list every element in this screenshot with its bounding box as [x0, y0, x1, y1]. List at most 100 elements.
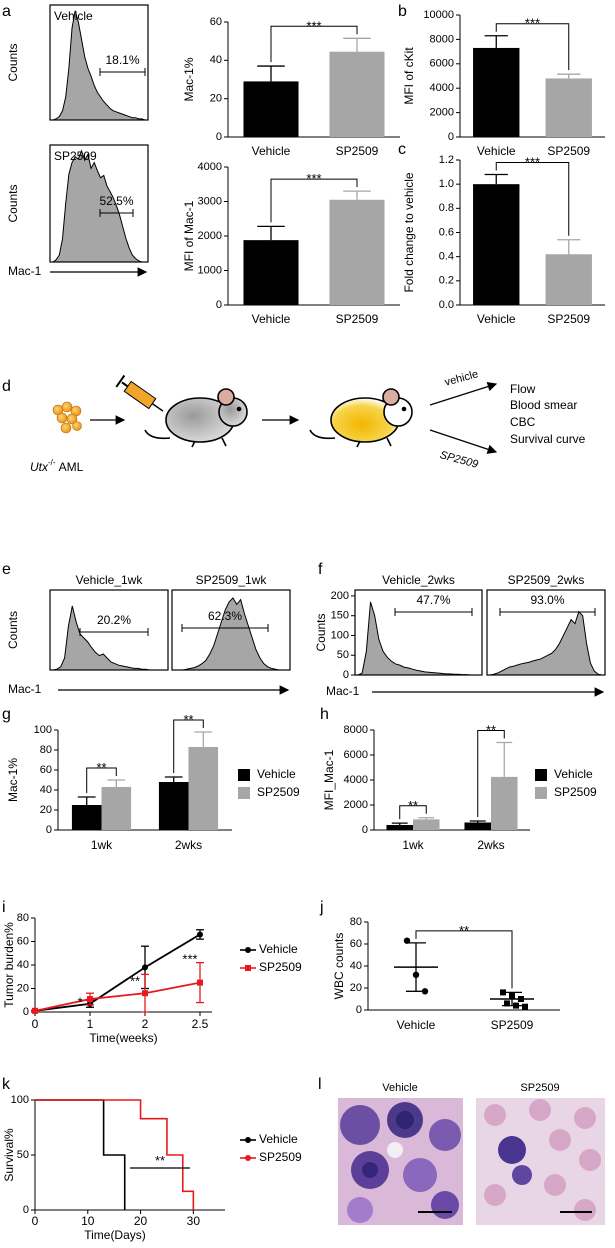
significance-bracket: [415, 930, 513, 989]
y-tick-label: 60: [210, 16, 222, 28]
y-tick-label: 0: [362, 824, 368, 836]
marker: [197, 979, 203, 986]
bar: [71, 805, 102, 830]
legend-swatch: [535, 769, 547, 781]
plot-frame: [49, 4, 149, 121]
legend-label: Vehicle: [554, 767, 593, 781]
panel-label: j: [319, 899, 324, 916]
legend-marker: [245, 947, 251, 953]
y-tick-label: 8000: [344, 724, 368, 736]
histogram: [175, 597, 287, 671]
panel-label: e: [2, 561, 11, 578]
point: [522, 1003, 528, 1010]
y-tick-label: 50: [17, 1149, 29, 1161]
y-axis-label: Fold change to vehicle: [402, 172, 416, 292]
x-tick-label: SP2509: [491, 1018, 534, 1032]
y-tick-label: 6000: [430, 58, 454, 70]
y-tick-label: 0.6: [439, 226, 454, 238]
readout: Blood smear: [510, 398, 577, 412]
legend-label: SP2509: [554, 785, 597, 799]
panel-label: d: [2, 378, 11, 395]
x-tick-label: 0: [32, 1214, 39, 1228]
x-tick-label: SP2509: [336, 312, 379, 326]
histogram: [52, 10, 146, 121]
gene: Utx: [30, 460, 49, 474]
bar: [329, 199, 385, 305]
sample-label: SP2509: [54, 149, 97, 163]
image-label: SP2509: [520, 1082, 559, 1094]
gate: [394, 608, 473, 616]
significance-label: ***: [525, 155, 540, 170]
gate-label: 20.2%: [97, 613, 131, 627]
arrow: [429, 429, 498, 454]
x-tick-label: 1wk: [91, 838, 113, 852]
bar: [545, 78, 592, 137]
panel-label: k: [2, 1076, 11, 1093]
bar: [243, 81, 299, 137]
histogram: [357, 601, 479, 676]
y-tick-label: 2000: [430, 107, 454, 119]
y-tick-label: 8000: [430, 33, 454, 45]
y-tick-label: 1.0: [439, 178, 454, 190]
plot-frame: [486, 589, 606, 676]
point: [504, 1000, 510, 1007]
y-tick-label: 2000: [344, 799, 368, 811]
y-tick-label: 10000: [423, 9, 454, 21]
y-tick-label: 150: [331, 610, 349, 622]
significance-label: **: [155, 1153, 165, 1168]
bar: [243, 240, 299, 305]
significance-label: *: [77, 994, 82, 1009]
significance-bracket: [495, 23, 570, 71]
bar: [473, 47, 520, 137]
bar: [329, 51, 385, 138]
panel-label: b: [398, 3, 407, 20]
gate-label: 52.5%: [99, 194, 133, 208]
x-tick-label: 2wks: [175, 838, 202, 852]
model: AML: [59, 460, 84, 474]
marker: [32, 1007, 38, 1014]
x-tick-label: 1wk: [402, 838, 424, 852]
sample-label: SP2509_2wks: [508, 573, 585, 587]
survival-curve: [35, 1099, 126, 1210]
y-tick-label: 60: [17, 935, 29, 947]
y-tick-label: 80: [350, 916, 362, 928]
y-tick-label: 100: [34, 724, 52, 736]
y-axis-label: Counts: [6, 611, 20, 649]
gate: [79, 628, 149, 636]
bar: [545, 254, 592, 305]
panel-label: g: [2, 706, 11, 723]
mouse: [144, 388, 248, 448]
significance-bracket: [270, 25, 358, 63]
legend-marker: [245, 1155, 251, 1161]
syringe: [115, 374, 164, 412]
genotype: -/-: [48, 458, 56, 467]
model-label: Utx-/- AML: [30, 458, 84, 474]
y-axis-label: Mac-1%: [182, 57, 196, 101]
x-tick-label: 1: [87, 1017, 94, 1031]
marker: [142, 964, 148, 971]
y-tick-label: 2000: [198, 230, 222, 242]
image: [476, 1098, 605, 1225]
gate-label: 93.0%: [530, 593, 564, 607]
significance-label: ***: [306, 171, 321, 186]
y-tick-label: 0: [46, 824, 52, 836]
gate: [99, 68, 146, 76]
marker: [197, 931, 203, 938]
panel-label: a: [2, 3, 11, 20]
bar: [188, 747, 219, 830]
y-tick-label: 4000: [430, 82, 454, 94]
y-tick-label: 0.2: [439, 275, 454, 287]
y-axis-label: Counts: [314, 613, 328, 651]
y-tick-label: 0: [356, 1004, 362, 1016]
significance-bracket: [477, 730, 505, 817]
y-tick-label: 80: [17, 912, 29, 924]
gate: [499, 608, 596, 616]
legend-label: SP2509: [259, 960, 302, 974]
significance-label: ***: [306, 18, 321, 33]
y-axis-label: Tumor burden%: [2, 922, 16, 1008]
image: [338, 1098, 463, 1225]
significance-label: **: [183, 712, 193, 727]
line: [34, 933, 201, 1012]
x-tick-label: 20: [134, 1214, 148, 1228]
legend-label: Vehicle: [259, 942, 298, 956]
